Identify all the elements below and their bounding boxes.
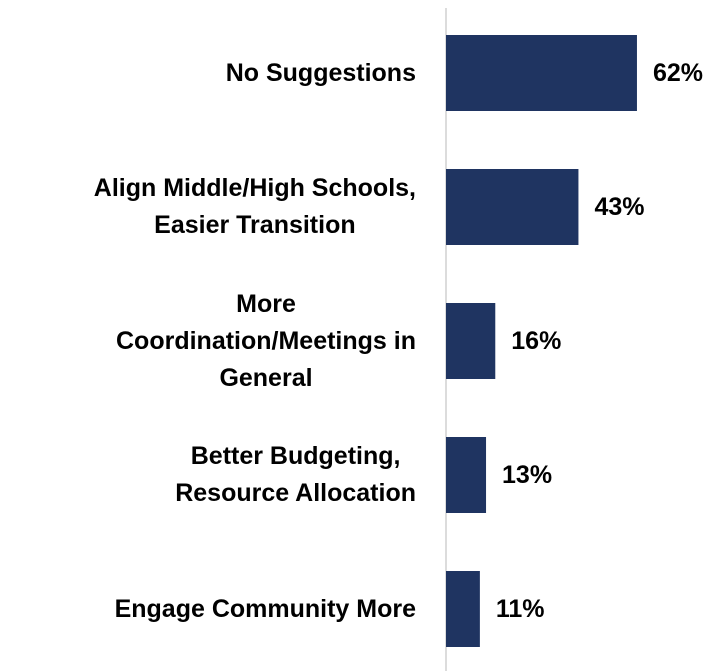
value-label: 43% — [594, 193, 645, 221]
value-label: 11% — [495, 595, 545, 623]
category-label: Align Middle/High Schools, Easier Transi… — [93, 174, 416, 239]
bar — [446, 437, 487, 513]
category-label-box: More Coordination/Meetings in General — [0, 274, 416, 408]
value-label: 16% — [511, 327, 562, 355]
category-label: More Coordination/Meetings in General — [116, 289, 416, 392]
bar — [446, 303, 496, 379]
category-label-box: Better Budgeting, Resource Allocation — [0, 408, 416, 542]
bar — [446, 169, 579, 245]
category-label-box: No Suggestions — [0, 6, 416, 140]
category-label-box: Engage Community More — [0, 542, 416, 671]
category-label: Better Budgeting, Resource Allocation — [175, 442, 416, 507]
value-label: 13% — [502, 461, 553, 489]
category-label: Engage Community More — [114, 594, 416, 623]
bar — [446, 35, 637, 111]
value-label: 62% — [652, 59, 703, 87]
category-label: No Suggestions — [225, 58, 416, 87]
category-label-box: Align Middle/High Schools, Easier Transi… — [0, 140, 416, 274]
bar — [446, 571, 480, 647]
